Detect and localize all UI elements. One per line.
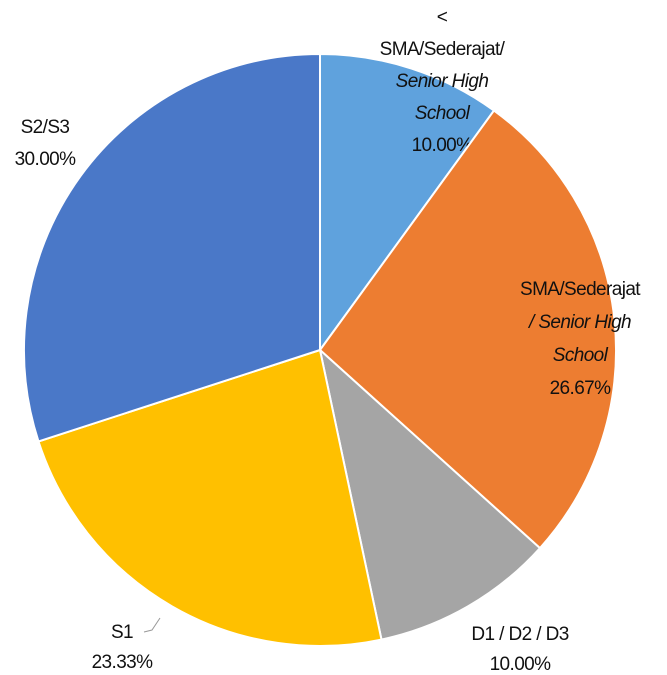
pie-slice (319, 52, 496, 354)
value-label: 10.00% (412, 135, 474, 156)
slice-label: / Senior High (527, 312, 631, 333)
value-label: 10.00% (490, 654, 552, 675)
pie-slice (37, 348, 383, 647)
slice-label: Senior High (396, 71, 489, 92)
value-label: 30.00% (15, 149, 77, 170)
slice-label: SMA/Sederajat/ (380, 39, 506, 60)
pie-slice (318, 109, 617, 550)
slice-label: D1 / D2 / D3 (471, 624, 568, 645)
slice-label: School (553, 345, 609, 366)
pie-slice (23, 52, 321, 443)
slice-label: School (415, 103, 471, 124)
value-label: 26.67% (550, 378, 612, 399)
pie-slice (318, 347, 542, 641)
slice-label: < (437, 7, 448, 28)
leader-line (143, 617, 161, 633)
slice-label: SMA/Sederajat (520, 279, 641, 300)
slice-label: S1 (111, 622, 133, 643)
value-label: 23.33% (92, 652, 154, 673)
slice-label: S2/S3 (21, 117, 70, 138)
